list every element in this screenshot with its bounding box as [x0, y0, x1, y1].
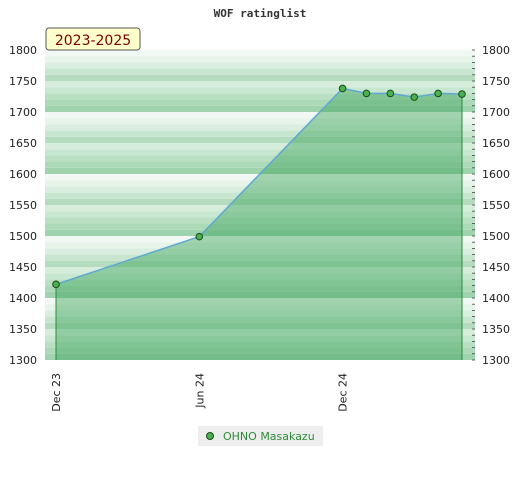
y-tick-label: 1750 [9, 75, 37, 88]
grid-band [45, 167, 475, 174]
grid-band [45, 198, 475, 205]
series-area [56, 88, 462, 360]
legend-marker [206, 432, 214, 440]
grid-band [45, 161, 475, 168]
y-tick-label: 1800 [9, 44, 37, 57]
x-axis: Dec 23 Jun 24 Dec 24 [50, 373, 350, 412]
data-point [386, 89, 395, 98]
grid-band [45, 211, 475, 218]
legend: OHNO Masakazu [198, 426, 323, 446]
series-line [55, 87, 463, 286]
data-point [52, 280, 60, 289]
grid-band [45, 124, 475, 131]
grid-band [45, 174, 475, 181]
grid-band [45, 236, 475, 243]
data-point [362, 89, 371, 98]
points-layer [52, 84, 466, 289]
grid-band [45, 56, 475, 63]
y-tick-label: 1400 [482, 292, 510, 305]
grid-band [45, 310, 475, 317]
grid-band [45, 186, 475, 193]
data-point [458, 90, 466, 98]
grid-band [45, 68, 475, 75]
grid-band [45, 223, 475, 230]
grid-band [45, 62, 475, 69]
grid-band [45, 254, 475, 261]
grid-band [45, 180, 475, 187]
y-tick-label: 1550 [482, 199, 510, 212]
grid-band [45, 81, 475, 88]
grid-band [45, 155, 475, 162]
period-badge: 2023-2025 [45, 27, 141, 51]
grid-band [45, 322, 475, 329]
grid-band [45, 248, 475, 255]
grid-band [45, 267, 475, 274]
grid-band [45, 50, 475, 57]
data-point [410, 93, 419, 101]
grid-band [45, 347, 475, 354]
grid-band [45, 242, 475, 249]
grid-band [45, 298, 475, 305]
y-tick-label: 1600 [482, 168, 510, 181]
y-tick-label: 1500 [9, 230, 37, 243]
area-layer [55, 88, 463, 360]
y-tick-label: 1300 [9, 354, 37, 367]
grid-band [45, 304, 475, 311]
y-tick-label: 1700 [9, 106, 37, 119]
y-tick-label: 1600 [9, 168, 37, 181]
y-axis-left: 1300 1350 1400 1450 1500 1550 1600 1650 1700 1750… [9, 44, 37, 367]
y-tick-label: 1550 [9, 199, 37, 212]
legend-label: OHNO Masakazu [223, 430, 315, 443]
y-tick-label: 1400 [9, 292, 37, 305]
grid-band [45, 229, 475, 236]
grid-band [45, 217, 475, 224]
x-tick-label: Dec 23 [50, 373, 63, 412]
y-tick-label: 1800 [482, 44, 510, 57]
line-layer [55, 87, 463, 286]
y-tick-label: 1500 [482, 230, 510, 243]
grid-band [45, 192, 475, 199]
y-tick-label: 1350 [482, 323, 510, 336]
y-tick-label: 1650 [9, 137, 37, 150]
grid-band [45, 341, 475, 348]
grid-band [45, 316, 475, 323]
grid-band [45, 105, 475, 112]
grid-band [45, 260, 475, 267]
period-label: 2023-2025 [55, 33, 131, 49]
data-point [195, 232, 204, 241]
grid-band [45, 74, 475, 81]
grid-band [45, 205, 475, 212]
y-tick-label: 1450 [9, 261, 37, 274]
grid-band [45, 273, 475, 280]
grid-band [45, 136, 475, 143]
grid-band [45, 87, 475, 94]
grid-band [45, 93, 475, 100]
x-tick-label: Jun 24 [193, 373, 206, 409]
grid-band [45, 335, 475, 342]
grid-band [45, 279, 475, 286]
grid-band [45, 112, 475, 119]
grid-band [45, 353, 475, 360]
y-tick-label: 1350 [9, 323, 37, 336]
y-tick-label: 1700 [482, 106, 510, 119]
chart-title: WOF ratinglist [214, 7, 307, 20]
grid-band [45, 130, 475, 137]
grid-band [45, 285, 475, 292]
grid-band [45, 149, 475, 156]
background-bands [45, 50, 475, 360]
data-point [434, 89, 442, 98]
grid-band [45, 291, 475, 298]
data-point [338, 84, 347, 93]
grid-band [45, 143, 475, 150]
grid-band [45, 118, 475, 125]
x-tick-label: Dec 24 [337, 373, 350, 412]
y-axis-right: 1300 1350 1400 1450 1500 1550 1600 1650 1700 1750… [472, 44, 510, 367]
y-tick-label: 1450 [482, 261, 510, 274]
y-tick-label: 1300 [482, 354, 510, 367]
grid-band [45, 329, 475, 336]
y-tick-label: 1650 [482, 137, 510, 150]
y-tick-label: 1750 [482, 75, 510, 88]
grid-band [45, 99, 475, 106]
